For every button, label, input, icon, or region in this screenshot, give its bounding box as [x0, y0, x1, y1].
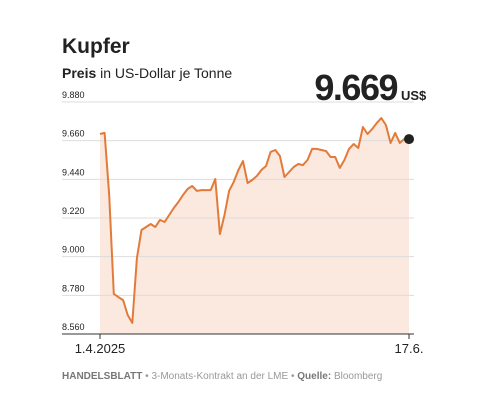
footer-source-label: Quelle: [297, 371, 331, 382]
footer: HANDELSBLATT • 3-Monats-Kontrakt an der … [62, 371, 382, 382]
footer-sep: • [145, 371, 149, 382]
end-marker [404, 134, 414, 145]
subtitle-rest: in US-Dollar je Tonne [100, 65, 232, 81]
y-tick-label: 9.440 [62, 167, 85, 177]
subtitle: Preis in US-Dollar je Tonne [62, 65, 232, 81]
x-tick-label: 17.6. [395, 341, 424, 356]
y-tick-label: 8.560 [62, 322, 85, 332]
footer-note: 3-Monats-Kontrakt an der LME [151, 371, 288, 382]
area [100, 118, 409, 334]
line [99, 117, 410, 324]
y-tick-label: 9.220 [62, 206, 85, 216]
footer-brand: HANDELSBLATT [62, 371, 142, 382]
y-tick-label: 8.780 [62, 283, 85, 293]
footer-sep: • [291, 371, 295, 382]
footer-source: Bloomberg [334, 371, 382, 382]
y-tick-label: 9.660 [62, 129, 85, 139]
value-unit: US$ [401, 88, 427, 103]
chart-title: Kupfer [62, 35, 130, 58]
subtitle-bold: Preis [62, 65, 96, 81]
x-tick-label: 1.4.2025 [75, 341, 126, 356]
y-tick-label: 9.000 [62, 245, 85, 255]
y-tick-label: 9.880 [62, 90, 85, 100]
current-value: 9.669 [314, 67, 397, 108]
